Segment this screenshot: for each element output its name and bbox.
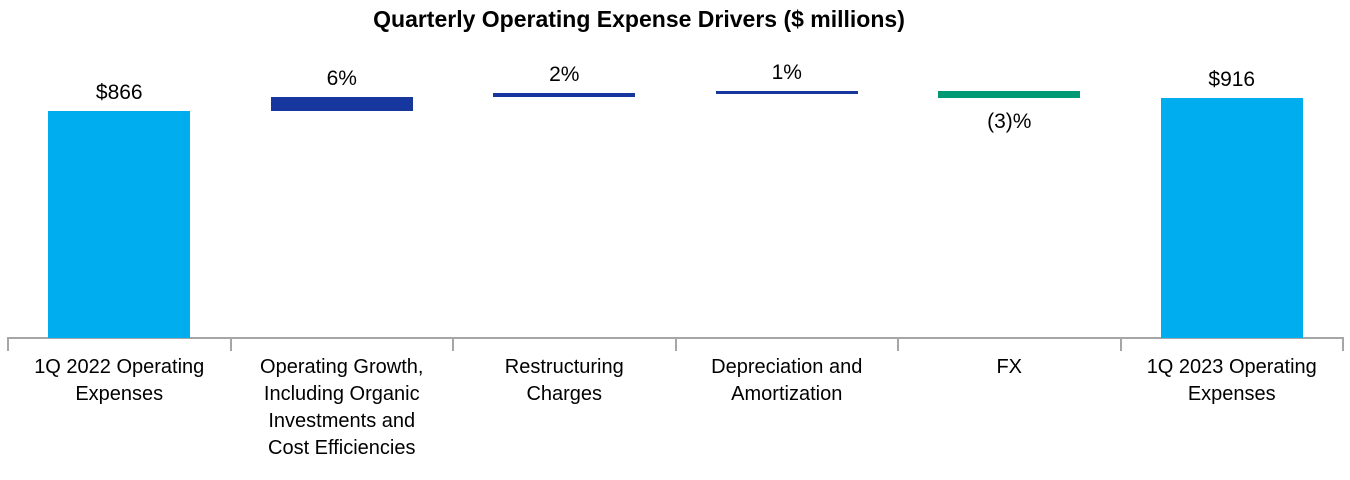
category-label: Operating Growth, Including Organic Inve… xyxy=(260,356,424,459)
x-axis-tick xyxy=(229,337,232,351)
bar-value-label: $866 xyxy=(95,81,143,104)
category-label: FX xyxy=(996,356,1023,378)
bar-5 xyxy=(938,90,1081,98)
bar-value-label: $916 xyxy=(1208,67,1256,91)
bar-4 xyxy=(715,90,858,94)
x-axis-tick xyxy=(674,337,677,351)
x-axis-tick xyxy=(897,337,899,351)
bar-value-label: (3)% xyxy=(987,109,1032,133)
bar-value-label: 6% xyxy=(326,67,357,91)
x-axis-tick xyxy=(1119,337,1122,351)
bar-value-label: 2% xyxy=(549,62,580,86)
bar-value-label: 1% xyxy=(771,60,802,84)
category-label: 1Q 2023 Operating Expenses xyxy=(1146,356,1317,405)
category-label: Depreciation and Amortization xyxy=(711,356,863,405)
x-axis-tick xyxy=(452,337,454,351)
bar-6 xyxy=(1160,97,1303,338)
x-axis-tick xyxy=(7,337,9,351)
x-axis-tick xyxy=(1342,337,1344,351)
bar-2 xyxy=(270,97,413,111)
chart-title: Quarterly Operating Expense Drivers ($ m… xyxy=(373,6,905,32)
bar-1 xyxy=(48,111,191,338)
bar-3 xyxy=(493,92,636,98)
category-label: Restructuring Charges xyxy=(504,356,624,405)
category-label: 1Q 2022 Operating Expenses xyxy=(34,356,205,405)
